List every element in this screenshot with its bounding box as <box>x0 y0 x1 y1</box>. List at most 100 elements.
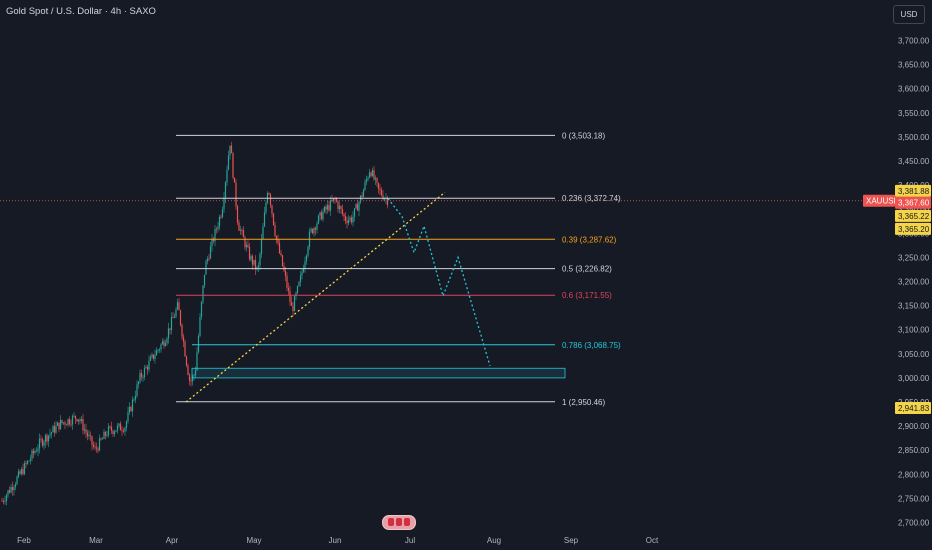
candle-body <box>269 194 272 206</box>
candle-body <box>299 275 302 282</box>
y-tick-label: 2,750.00 <box>898 494 930 503</box>
candle-body <box>160 344 162 350</box>
candle-body <box>53 426 56 433</box>
candle-body <box>386 198 389 206</box>
y-tick-label: 3,550.00 <box>898 109 930 118</box>
candle-body <box>61 419 63 423</box>
fibonacci-retracement[interactable]: 0 (3,503.18) 0.236 (3,372.74) 0.39 (3,287.… <box>176 131 621 407</box>
candle-body <box>166 338 168 344</box>
candle-body <box>163 341 165 347</box>
x-tick-label: Jun <box>329 536 342 545</box>
candle-body <box>19 471 21 474</box>
y-tick-label: 3,700.00 <box>898 37 930 46</box>
y-tick-label: 3,500.00 <box>898 133 930 142</box>
price-label-mid-2: 3,365.20 <box>898 225 930 234</box>
candle-body <box>251 256 254 265</box>
candle-body <box>89 435 92 437</box>
candle-body <box>232 153 234 178</box>
candle-body <box>169 328 171 330</box>
candle-body <box>35 451 38 453</box>
candle-body <box>76 418 78 422</box>
candle-body <box>284 270 287 277</box>
candle-body <box>74 415 77 419</box>
candle-body <box>355 204 357 209</box>
y-tick-label: 3,450.00 <box>898 157 930 166</box>
fib-level-label: 0.6 (3,171.55) <box>562 291 612 300</box>
candle-body <box>28 460 30 462</box>
candle-body <box>161 341 164 345</box>
price-label-last: 3,367.60 <box>898 199 930 208</box>
candle-body <box>83 429 86 431</box>
candle-body <box>257 265 260 268</box>
fib-level-label: 0.5 (3,226.82) <box>562 265 612 274</box>
candle-body <box>316 223 318 230</box>
candle-body <box>32 450 35 454</box>
candle-body <box>188 374 191 381</box>
candle-body <box>223 197 225 210</box>
candle-body <box>317 215 320 224</box>
candle-body <box>203 274 206 286</box>
symbol-tag: XAUUSD <box>866 197 900 206</box>
candle-body <box>280 253 282 256</box>
candle-body <box>281 255 284 267</box>
currency-button[interactable]: USD <box>893 5 925 24</box>
candle-body <box>143 368 146 378</box>
candle-body <box>113 431 116 434</box>
candle-body <box>274 224 276 236</box>
candle-body <box>44 435 47 443</box>
candle-body <box>242 230 245 238</box>
candle-body <box>70 424 72 425</box>
x-tick-label: Mar <box>89 536 103 545</box>
candle-body <box>59 419 62 430</box>
candle-body <box>331 200 333 202</box>
candle-body <box>149 357 152 361</box>
candle-body <box>79 419 81 422</box>
candle-body <box>383 198 386 200</box>
candle-body <box>167 328 170 339</box>
candle-body <box>85 429 87 433</box>
candle-body <box>371 170 374 176</box>
candle-body <box>362 189 365 197</box>
candle-body <box>25 463 27 464</box>
candle-body <box>152 354 155 359</box>
price-label-low: 2,941.83 <box>898 404 930 413</box>
candle-body <box>14 484 17 488</box>
trendline <box>185 191 446 403</box>
y-tick-label: 3,050.00 <box>898 350 930 359</box>
candle-body <box>236 206 239 223</box>
chart-title: Gold Spot / U.S. Dollar · 4h · SAXO <box>6 6 156 17</box>
candle-body <box>146 367 149 370</box>
x-tick-label: Sep <box>564 536 579 545</box>
candle-body <box>175 309 177 317</box>
price-axis[interactable]: 2,700.00 2,750.00 2,800.00 2,850.00 2,900.00… <box>898 37 930 528</box>
candle-body <box>356 204 359 211</box>
candle-body <box>140 373 143 378</box>
chart-navigation-icon[interactable] <box>382 515 416 530</box>
candle-body <box>359 195 362 203</box>
candle-body <box>271 205 273 214</box>
candle-body <box>184 341 186 357</box>
candle-body <box>343 213 345 217</box>
candle-body <box>205 261 207 275</box>
candle-body <box>230 145 233 154</box>
candle-body <box>182 336 185 342</box>
candle-body <box>323 206 326 213</box>
y-tick-label: 3,000.00 <box>898 374 930 383</box>
candle-body <box>268 193 270 195</box>
fib-level-label: 0.39 (3,287.62) <box>562 235 617 244</box>
y-tick-label: 2,700.00 <box>898 519 930 528</box>
candle-body <box>341 209 344 214</box>
price-label-high-bg <box>895 184 931 197</box>
time-axis[interactable]: Feb Mar Apr May Jun Jul Aug Sep Oct <box>17 536 659 545</box>
candle-body <box>349 217 351 220</box>
candle-body <box>344 216 347 222</box>
candle-body <box>265 202 267 213</box>
candle-body <box>158 349 161 351</box>
candle-body <box>313 227 315 234</box>
candle-body <box>38 438 41 449</box>
candle-body <box>29 458 32 461</box>
candle-body <box>37 448 39 452</box>
chart-drawings[interactable] <box>0 191 890 403</box>
candle-body <box>287 287 290 291</box>
